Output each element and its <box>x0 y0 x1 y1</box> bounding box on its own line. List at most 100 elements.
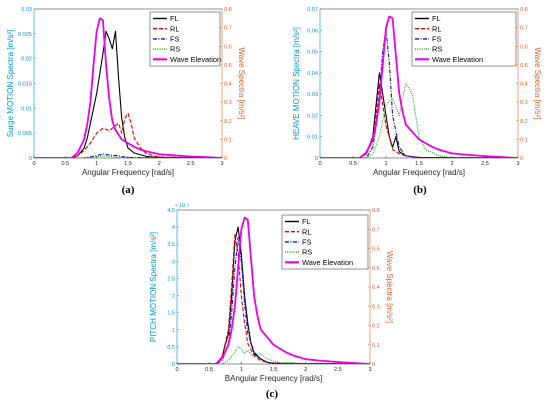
x-tick-label: 2 <box>158 161 161 167</box>
legend-label: RL <box>302 227 311 236</box>
legend-label: FS <box>302 238 312 247</box>
x-tick-label: 0.5 <box>349 161 357 167</box>
x-tick-label: 0 <box>318 161 321 167</box>
right-y-tick-label: 0 <box>372 362 375 368</box>
left-y-tick-label: 4.5 <box>167 208 175 214</box>
series-line-rs <box>177 346 370 364</box>
left-y-tick-label: 1 <box>172 328 175 334</box>
right-y-tick-label: 0.3 <box>372 304 380 310</box>
right-y-tick-label: 0.6 <box>520 44 528 50</box>
series-line-fs <box>34 153 222 158</box>
left-y-tick-label: 0.025 <box>18 32 32 38</box>
x-tick-label: 3 <box>220 161 223 167</box>
x-tick-label: 0.5 <box>61 161 69 167</box>
series-line-rl <box>34 112 222 158</box>
series-line-wave-elevation <box>34 17 222 158</box>
right-y-tick-label: 0.4 <box>372 285 380 291</box>
right-y-tick-label: 0.1 <box>520 137 528 143</box>
series-group <box>177 216 370 364</box>
right-y-tick-label: 0.4 <box>224 82 232 88</box>
x-tick-label: 1.5 <box>415 161 423 167</box>
legend-label: Wave Elevation <box>432 55 483 64</box>
right-y-tick-label: 0.3 <box>520 100 528 106</box>
legend-box <box>411 11 517 67</box>
legend-label: RS <box>170 45 180 54</box>
left-y-tick-label: 3 <box>172 259 175 265</box>
right-y-tick-label: 0.4 <box>520 82 528 88</box>
right-y-tick-label: 0.7 <box>224 26 232 32</box>
left-y-tick-label: 0.005 <box>18 131 32 137</box>
x-tick-label: 1.5 <box>270 367 278 373</box>
right-y-tick-label: 0.2 <box>372 324 380 330</box>
x-axis-label: BAngular Frequency [rad/s] <box>225 374 322 383</box>
left-y-tick-label: 1.5 <box>167 311 175 317</box>
left-y-axis-label: PITCH MOTION Spectra [m/s²] <box>149 232 158 342</box>
x-tick-label: 0 <box>32 161 35 167</box>
left-y-tick-label: 2.5 <box>167 276 175 282</box>
left-y-axis-label: HEAVE MOTION Spectra [m/s²] <box>292 27 301 140</box>
x-tick-label: 2 <box>304 367 307 373</box>
legend-label: FL <box>432 14 441 23</box>
legend-label: RL <box>170 24 179 33</box>
left-y-tick-label: 0.04 <box>307 71 318 77</box>
right-y-tick-label: 0 <box>224 156 227 162</box>
right-y-tick-label: 0.6 <box>372 247 380 253</box>
x-axis-label: Angular Frequency [rad/s] <box>82 168 174 177</box>
left-y-tick-label: 0.015 <box>18 82 32 88</box>
left-y-tick-label: 3.5 <box>167 242 175 248</box>
x-tick-label: 2.5 <box>481 161 489 167</box>
left-y-tick-label: 2 <box>172 294 175 300</box>
left-y-multiplier: × 10⁻³ <box>175 203 190 209</box>
series-line-rl <box>177 233 370 364</box>
left-y-tick-label: 0 <box>29 156 32 162</box>
x-tick-label: 2.5 <box>334 367 342 373</box>
x-tick-label: 0 <box>175 367 178 373</box>
x-tick-label: 1 <box>384 161 387 167</box>
right-y-tick-label: 0.5 <box>372 266 380 272</box>
x-tick-label: 1 <box>95 161 98 167</box>
legend-label: FL <box>302 217 311 226</box>
left-y-tick-label: 0.03 <box>21 7 32 13</box>
x-tick-label: 3 <box>516 161 519 167</box>
left-y-tick-label: 0.01 <box>21 106 32 112</box>
series-group <box>320 15 518 158</box>
right-y-tick-label: 0.7 <box>520 26 528 32</box>
left-y-axis-label: Surge MOTION Spectra [m/s²] <box>6 30 15 138</box>
legend-label: Wave Elevation <box>302 258 353 267</box>
left-y-tick-label: 0.02 <box>307 113 318 119</box>
panel-caption: (a) <box>122 184 135 196</box>
x-tick-label: 3 <box>368 367 371 373</box>
right-y-tick-label: 0.1 <box>372 343 380 349</box>
right-y-tick-label: 0.8 <box>224 7 232 13</box>
legend-label: FL <box>170 14 179 23</box>
legend-label: Wave Elevation <box>170 55 221 64</box>
left-y-tick-label: 0 <box>315 156 318 162</box>
right-y-tick-label: 0.8 <box>520 7 528 13</box>
right-y-tick-label: 0.5 <box>520 63 528 69</box>
x-tick-label: 2.5 <box>187 161 195 167</box>
series-line-wave-elevation <box>177 216 370 364</box>
left-y-tick-label: 0.01 <box>307 135 318 141</box>
legend-label: RS <box>302 248 312 257</box>
chart-panel-3: 0 0.5 1 1.5 2 2.5 300.511.522.533.544.500.10.2… <box>149 203 394 400</box>
left-y-tick-label: 0.03 <box>307 92 318 98</box>
right-y-tick-label: 0.3 <box>224 100 232 106</box>
chart-panel-1: 0 0.5 1 1.5 2 2.5 300.0050.010.0150.020.0250.0… <box>6 7 246 196</box>
left-y-tick-label: 0.05 <box>307 50 318 56</box>
legend-label: RL <box>432 24 441 33</box>
series-line-fl <box>34 30 222 158</box>
right-y-tick-label: 0.1 <box>224 137 232 143</box>
panel-caption: (b) <box>413 184 427 196</box>
right-y-tick-label: 0.7 <box>372 227 380 233</box>
x-tick-label: 1.5 <box>124 161 132 167</box>
chart-panel-2: 0 0.5 1 1.5 2 2.5 3 0 0.01 0.02 0.03 0.04 0.05 0.06 0.… <box>292 7 542 196</box>
x-tick-label: 2 <box>450 161 453 167</box>
left-y-tick-label: 0.06 <box>307 28 318 34</box>
series-line-rs <box>320 82 518 158</box>
right-y-tick-label: 0.2 <box>520 119 528 125</box>
x-tick-label: 1 <box>240 367 243 373</box>
